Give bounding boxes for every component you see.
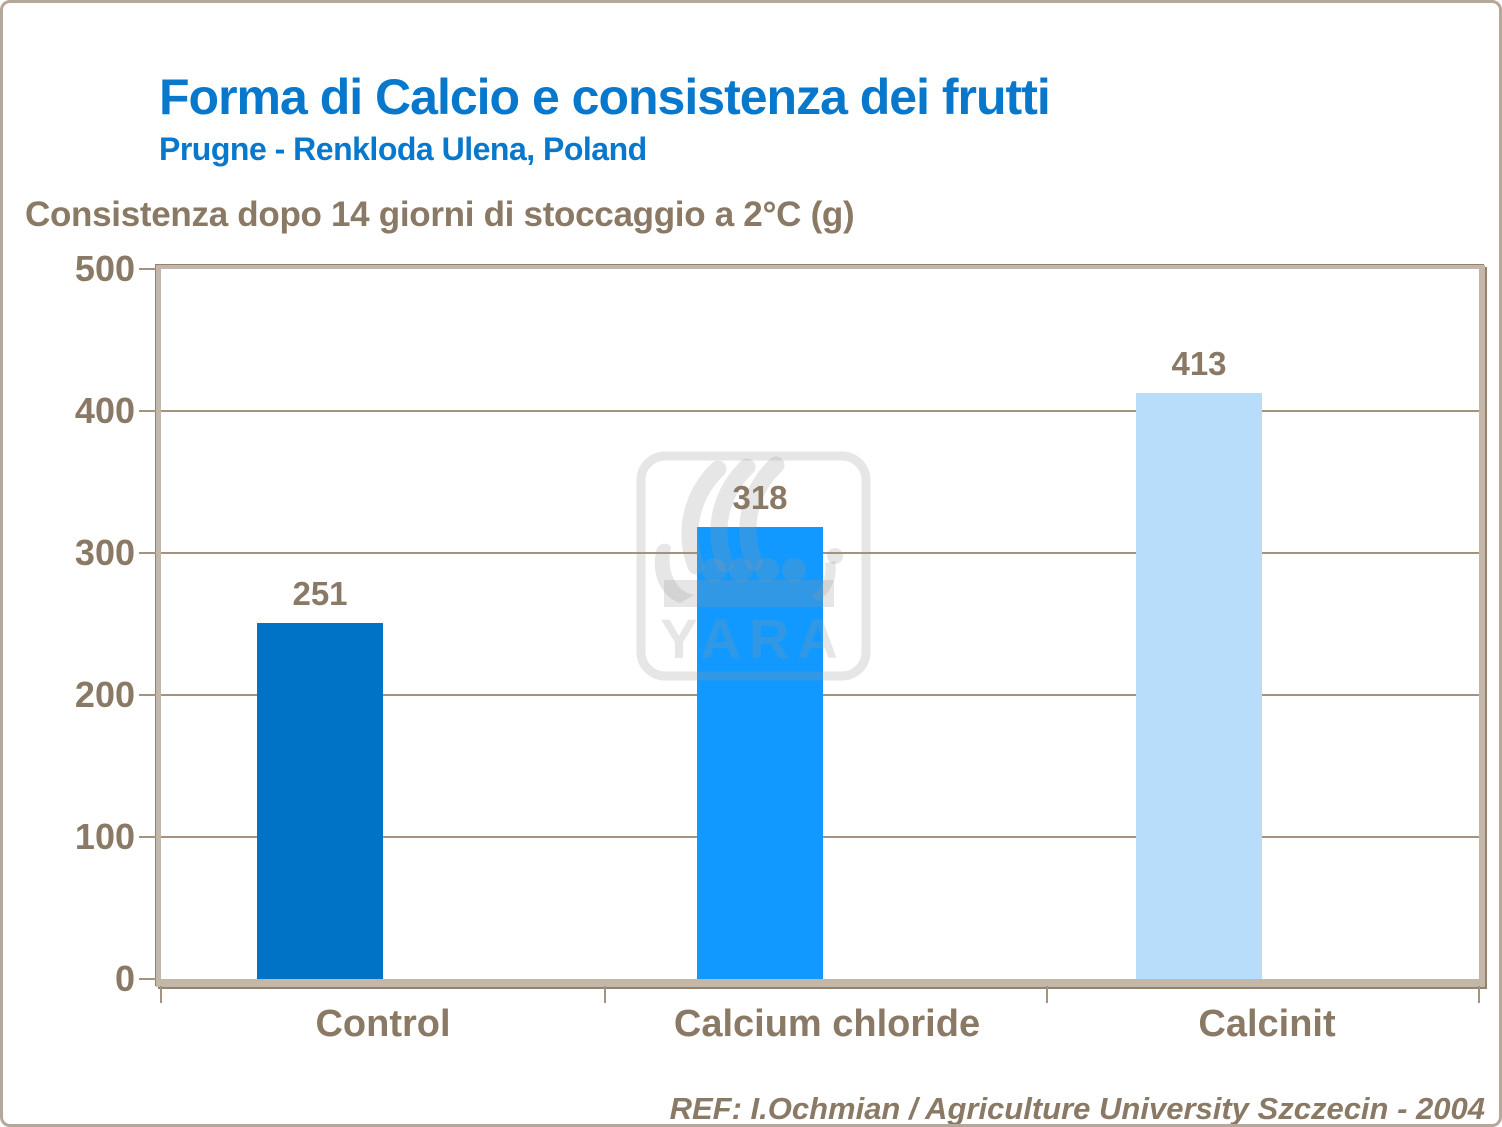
x-axis-tick-mark: [604, 986, 606, 1003]
y-axis-tick-mark: [139, 552, 156, 554]
y-axis-title: Consistenza dopo 14 giorni di stoccaggio…: [25, 195, 855, 234]
y-axis-tick-mark: [139, 836, 156, 838]
x-axis-label-calcinit: Calcinit: [1198, 1003, 1336, 1045]
bar-calcium-chloride: [697, 527, 823, 979]
bar-value-label: 413: [1171, 345, 1227, 382]
x-axis-tick-mark: [1478, 986, 1480, 1003]
y-axis-tick-label-500: 500: [74, 248, 135, 289]
gridline-400: [161, 410, 1479, 412]
y-axis-tick-label-300: 300: [74, 532, 135, 573]
plot-area: 251 318 413: [161, 269, 1479, 979]
slide-title: Forma di Calcio e consistenza dei frutti: [159, 69, 1051, 125]
x-axis-tick-mark: [160, 986, 162, 1003]
y-axis-tick-label-200: 200: [74, 674, 135, 715]
bar-control: [257, 623, 383, 979]
y-axis-tick-label-0: 0: [114, 958, 135, 999]
y-axis-tick-label-100: 100: [74, 816, 135, 857]
x-axis-label-calcium-chloride: Calcium chloride: [673, 1003, 981, 1045]
y-axis-tick-mark: [139, 410, 156, 412]
bar-value-label: 251: [292, 575, 348, 612]
reference-citation: REF: I.Ochmian / Agriculture University …: [669, 1091, 1485, 1126]
bar-calcinit: [1136, 393, 1262, 979]
bar-value-label: 318: [732, 479, 788, 516]
y-axis-tick-mark: [139, 268, 156, 270]
slide-subtitle: Prugne - Renkloda Ulena, Poland: [159, 131, 647, 167]
y-axis-tick-mark: [139, 978, 156, 980]
y-axis-tick-label-400: 400: [74, 390, 135, 431]
x-axis-tick-mark: [1046, 986, 1048, 1003]
y-axis-tick-mark: [139, 694, 156, 696]
x-axis-label-control: Control: [315, 1003, 451, 1045]
